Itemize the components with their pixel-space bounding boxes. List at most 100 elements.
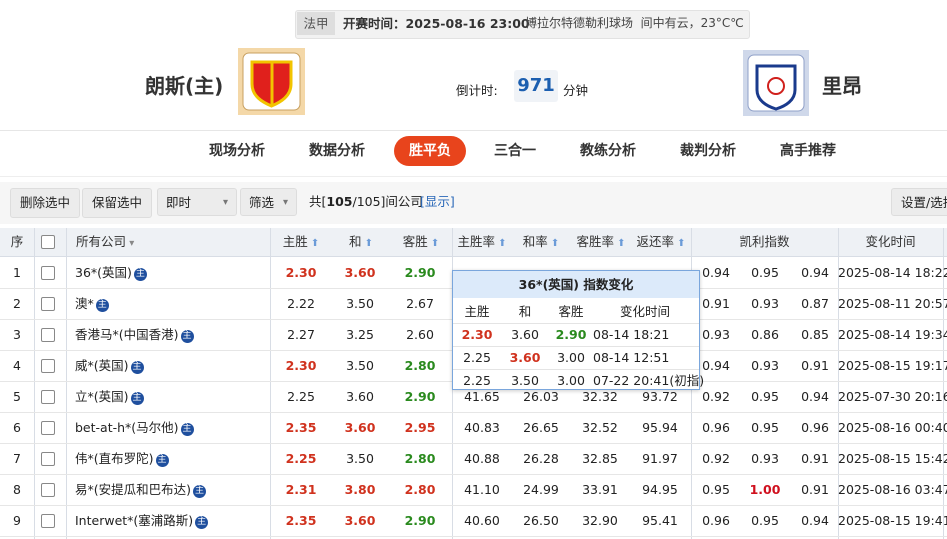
change-time: 2025-08-15 19:17 [838,358,947,373]
change-time: 2025-08-15 15:42 [838,451,947,466]
odds: 2.80 [404,451,436,466]
rate: 95.41 [642,513,678,528]
odds: 2.25 [285,451,317,466]
tab[interactable]: 现场分析 [209,143,265,159]
rate: 26.50 [523,513,559,528]
popup-column: 和 [518,304,532,319]
odds: 2.35 [285,420,317,435]
rate: 41.10 [464,482,500,497]
company[interactable]: 立*(英国) 主 [75,381,144,412]
popup-time: 07-22 20:41(初指) [593,373,705,388]
rate: 24.99 [523,482,559,497]
badge: 主 [195,516,209,529]
popup-column: 主胜 [464,304,490,319]
tab[interactable]: 教练分析 [580,143,636,159]
change-time: 2025-08-15 19:41 [838,513,947,528]
popup-odds: 2.90 [555,327,587,342]
odds: 2.30 [285,358,317,373]
countdown-label: 倒计时: [456,83,498,98]
popup-odds: 3.50 [511,373,539,388]
row-index: 6 [13,420,21,435]
settings[interactable]: 设置/选择 [891,188,947,216]
change-time: 2025-08-16 03:47 [838,482,947,497]
button[interactable]: 删除选中 [10,188,80,218]
tab[interactable]: 胜平负 [394,136,466,166]
company[interactable]: 伟*(直布罗陀) 主 [75,443,169,474]
checkbox[interactable] [41,421,55,435]
company-name: 36*(英国) [75,265,132,280]
kelly: 0.94 [801,513,829,528]
company[interactable]: 36*(英国) 主 [75,257,147,288]
kelly: 0.93 [751,451,779,466]
column-header: 返还率 ⬆ [636,234,686,249]
popup-column: 客胜 [558,304,584,319]
kelly: 0.87 [801,296,829,311]
tab[interactable]: 三合一 [494,143,536,159]
odds: 2.90 [404,389,436,404]
row-index: 1 [13,265,21,280]
rate: 40.60 [464,513,500,528]
kelly: 0.94 [801,389,829,404]
away-team: 里昂 [822,74,862,98]
popup-column: 变化时间 [619,304,670,319]
company[interactable]: 威*(英国) 主 [75,350,144,381]
tab[interactable]: 裁判分析 [680,143,736,159]
popup-odds: 3.00 [557,373,585,388]
checkbox[interactable] [41,328,55,342]
rate: 32.52 [582,420,618,435]
checkbox[interactable] [41,483,55,497]
company[interactable]: 香港马*(中国香港) 主 [75,319,194,350]
kelly: 0.91 [801,358,829,373]
home-team: 朗斯(主) [145,74,224,98]
tab[interactable]: 高手推荐 [780,143,836,159]
table-header [0,228,947,257]
rate: 95.94 [642,420,678,435]
kelly: 0.93 [751,296,779,311]
checkbox[interactable] [41,390,55,404]
odds: 3.60 [346,389,374,404]
checkbox[interactable] [41,359,55,373]
odds: 3.60 [344,265,376,280]
popup-time: 08-14 12:51 [593,350,670,365]
count-part: 共[ [309,194,327,209]
button[interactable]: 保留选中 [82,188,152,218]
company[interactable]: bet-at-h*(马尔他) 主 [75,412,194,443]
show-link[interactable]: [显示] [420,194,455,209]
checkbox[interactable] [41,452,55,466]
rate: 26.28 [523,451,559,466]
checkbox[interactable] [41,514,55,528]
badge: 主 [155,454,169,467]
company[interactable]: 澳* 主 [75,288,109,319]
kelly: 0.95 [702,482,730,497]
change-time: 2025-08-11 20:57 [838,296,947,311]
popup-odds: 3.60 [509,350,541,365]
column-separator [270,228,271,539]
row-index: 3 [13,327,21,342]
rate: 91.97 [642,451,678,466]
kelly: 0.92 [702,451,730,466]
countdown: 971 [514,70,558,102]
checkbox[interactable] [41,235,55,249]
column-header: 序 [10,234,24,249]
row-index: 2 [13,296,21,311]
popup-row [453,323,699,346]
select[interactable]: 筛选 ▾ [240,188,297,216]
kickoff-label: 开赛时间： [343,16,406,31]
column-header: 主胜 ⬆ [282,234,320,249]
tab[interactable]: 数据分析 [309,143,365,159]
home-logo [238,48,305,115]
checkbox[interactable] [41,297,55,311]
column-header: 主胜率 ⬆ [457,234,507,249]
odds: 3.60 [344,420,376,435]
kelly: 0.91 [801,451,829,466]
kelly: 0.96 [801,420,829,435]
company[interactable]: Interwet*(塞浦路斯) 主 [75,505,209,536]
divider [0,130,947,131]
rate: 93.72 [642,389,678,404]
venue: 博拉尔特德勒利球场 间中有云，23°C℃ [525,12,744,35]
select[interactable]: 即时 ▾ [157,188,237,216]
column-header: 客胜 ⬆ [402,234,440,249]
rate: 32.85 [582,451,618,466]
company[interactable]: 易*(安提瓜和巴布达) 主 [75,474,207,505]
checkbox[interactable] [41,266,55,280]
